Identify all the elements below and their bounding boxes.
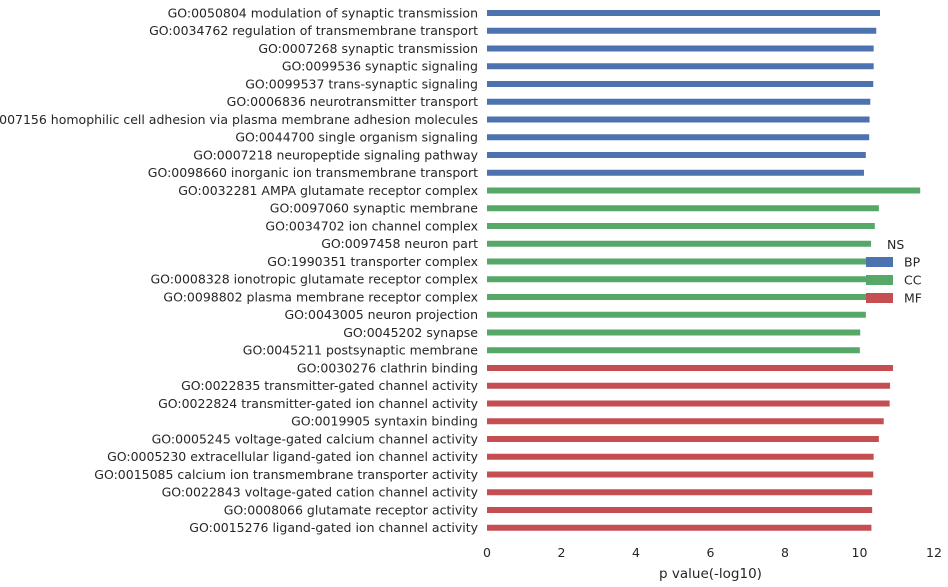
bar-18 xyxy=(487,311,866,318)
bar-17 xyxy=(487,294,868,300)
category-label-12: GO:0097060 synaptic membrane xyxy=(270,201,479,216)
bar-3 xyxy=(487,45,874,52)
category-label-10: GO:0098660 inorganic ion transmembrane t… xyxy=(148,165,478,180)
category-label-30: GO:0015276 ligand-gated ion channel acti… xyxy=(189,520,478,535)
x-tick-label-6: 6 xyxy=(707,545,715,560)
category-label-28: GO:0022843 voltage-gated cation channel … xyxy=(162,485,479,500)
bar-1 xyxy=(487,10,880,16)
category-label-5: GO:0099537 trans-synaptic signaling xyxy=(245,76,478,91)
category-label-8: GO:0044700 single organism signaling xyxy=(235,130,478,145)
bar-27 xyxy=(487,471,874,478)
category-label-16: GO:0008328 ionotropic glutamate receptor… xyxy=(151,272,479,287)
bar-group xyxy=(487,10,921,531)
bar-29 xyxy=(487,507,873,513)
category-label-27: GO:0015085 calcium ion transmembrane tra… xyxy=(94,467,478,482)
category-label-2: GO:0034762 regulation of transmembrane t… xyxy=(149,23,478,38)
category-label-4: GO:0099536 synaptic signaling xyxy=(282,59,478,74)
bar-23 xyxy=(487,400,890,407)
x-axis-title: p value(-log10) xyxy=(659,566,762,582)
category-label-26: GO:0005230 extracellular ligand-gated io… xyxy=(107,449,479,464)
category-label-23: GO:0022824 transmitter-gated ion channel… xyxy=(158,396,479,411)
x-tick-label-0: 0 xyxy=(483,545,491,560)
category-label-24: GO:0019905 syntaxin binding xyxy=(291,414,478,429)
x-tick-label-4: 4 xyxy=(632,545,640,560)
category-label-11: GO:0032281 AMPA glutamate receptor compl… xyxy=(178,183,478,198)
bar-21 xyxy=(487,365,894,371)
x-tick-label-8: 8 xyxy=(781,545,789,560)
legend-label-cc: CC xyxy=(904,272,922,287)
bar-2 xyxy=(487,27,877,34)
legend-swatch-mf xyxy=(866,293,893,303)
category-label-20: GO:0045211 postsynaptic membrane xyxy=(243,343,479,358)
category-label-3: GO:0007268 synaptic transmission xyxy=(258,41,478,56)
bar-28 xyxy=(487,489,873,496)
category-label-1: GO:0050804 modulation of synaptic transm… xyxy=(168,5,478,20)
x-tick-label-2: 2 xyxy=(558,545,566,560)
category-label-18: GO:0043005 neuron projection xyxy=(284,307,478,322)
bar-5 xyxy=(487,81,874,87)
bar-22 xyxy=(487,382,891,389)
bar-30 xyxy=(487,524,872,531)
bar-10 xyxy=(487,169,864,176)
x-tick-group: 0 2 4 6 8 10 12 xyxy=(483,545,942,560)
bar-26 xyxy=(487,453,874,460)
category-label-13: GO:0034702 ion channel complex xyxy=(265,218,478,233)
bar-6 xyxy=(487,98,871,105)
category-label-15: GO:1990351 transporter complex xyxy=(267,254,478,269)
x-tick-label-12: 12 xyxy=(926,545,942,560)
bar-13 xyxy=(487,223,875,229)
category-label-7: GO:0007156 homophilic cell adhesion via … xyxy=(0,112,478,127)
legend-label-mf: MF xyxy=(904,290,922,305)
legend-title: NS xyxy=(887,237,904,252)
category-label-17: GO:0098802 plasma membrane receptor comp… xyxy=(163,289,478,304)
bar-12 xyxy=(487,205,879,212)
bar-14 xyxy=(487,240,872,247)
bar-9 xyxy=(487,152,866,158)
category-label-6: GO:0006836 neurotransmitter transport xyxy=(227,94,478,109)
legend: NS BP CC MF xyxy=(866,237,922,305)
x-tick-label-10: 10 xyxy=(852,545,868,560)
bar-20 xyxy=(487,347,860,354)
bar-15 xyxy=(487,258,869,265)
category-label-group: GO:0050804 modulation of synaptic transm… xyxy=(0,5,479,535)
bar-25 xyxy=(487,436,879,442)
bar-4 xyxy=(487,63,874,70)
legend-label-bp: BP xyxy=(904,254,921,269)
category-label-29: GO:0008066 glutamate receptor activity xyxy=(224,502,479,517)
category-label-19: GO:0045202 synapse xyxy=(343,325,478,340)
bar-11 xyxy=(487,187,921,194)
category-label-22: GO:0022835 transmitter-gated channel act… xyxy=(181,378,478,393)
category-label-9: GO:0007218 neuropeptide signaling pathwa… xyxy=(193,147,478,162)
bar-19 xyxy=(487,329,861,336)
category-label-14: GO:0097458 neuron part xyxy=(321,236,478,251)
category-label-25: GO:0005245 voltage-gated calcium channel… xyxy=(152,431,479,446)
legend-swatch-bp xyxy=(866,257,893,267)
legend-swatch-cc xyxy=(866,275,893,285)
category-label-21: GO:0030276 clathrin binding xyxy=(297,360,478,375)
bar-16 xyxy=(487,276,868,283)
bar-7 xyxy=(487,116,870,123)
bar-24 xyxy=(487,418,884,425)
bar-8 xyxy=(487,134,870,141)
